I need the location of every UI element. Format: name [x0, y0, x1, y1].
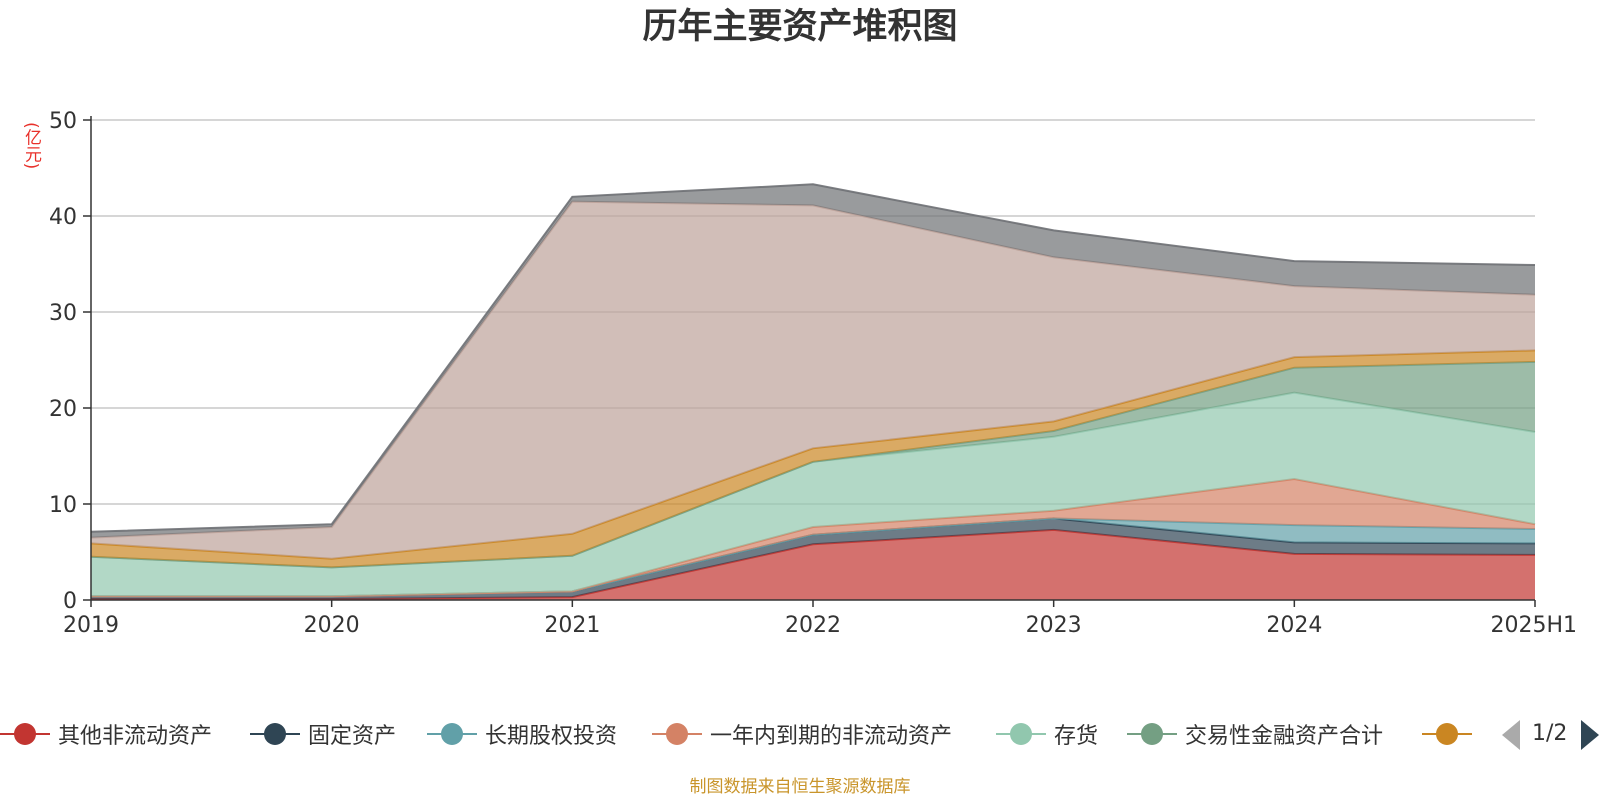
tick-labels: 0 10 20 30 40 50 2019 2020 2021 2022 2023 2024 2025H…	[49, 109, 1577, 638]
stacked-area-chart: 0 10 20 30 40 50 2019 2020 2021 2022 2023 2024 2025H…	[49, 109, 1577, 638]
y-tick-label: 10	[49, 493, 77, 518]
legend-item-1[interactable]: 固定资产	[250, 714, 396, 754]
legend-label: 固定资产	[308, 724, 397, 749]
legend-marker-icon	[1422, 714, 1472, 754]
legend-label: 其他非流动资产	[58, 724, 213, 749]
area-series	[90, 183, 1536, 600]
legend-marker-icon	[1127, 714, 1177, 754]
legend-page-indicator: 1/2	[1532, 721, 1568, 746]
area-series-4[interactable]	[91, 392, 1535, 597]
legend-item-4[interactable]: 存货	[996, 714, 1098, 754]
legend-marker-icon	[427, 714, 477, 754]
x-tick-label: 2023	[1026, 613, 1082, 638]
area-series-edge-8	[90, 183, 1536, 533]
legend-item-6[interactable]	[1422, 714, 1472, 754]
y-axis-unit: (亿元)	[21, 122, 41, 170]
y-tick-label: 20	[49, 397, 77, 422]
y-tick-label: 30	[49, 301, 77, 326]
area-series-0[interactable]	[91, 529, 1535, 600]
y-tick-label: 50	[49, 109, 77, 134]
legend-prev-page-icon[interactable]	[1502, 720, 1520, 750]
area-series-1[interactable]	[91, 518, 1535, 599]
area-series-6[interactable]	[91, 350, 1535, 568]
area-series-7[interactable]	[91, 201, 1535, 559]
chart-title: 历年主要资产堆积图	[642, 7, 958, 47]
x-tick-label: 2024	[1266, 613, 1322, 638]
area-series-5[interactable]	[91, 361, 1535, 568]
legend-marker-icon	[996, 714, 1046, 754]
x-tick-label: 2021	[544, 613, 600, 638]
legend-label: 存货	[1054, 724, 1099, 749]
x-tick-label: 2025H1	[1490, 613, 1577, 638]
y-tick-label: 0	[63, 589, 77, 614]
legend-next-page-icon[interactable]	[1581, 720, 1599, 750]
y-tick-label: 40	[49, 205, 77, 230]
legend: 其他非流动资产 固定资产 长期股权投资 一年内到期的非流动资产 存货 交易性金融资产合计	[0, 714, 1600, 754]
legend-item-2[interactable]: 长期股权投资	[427, 714, 617, 754]
legend-label: 长期股权投资	[485, 724, 618, 749]
legend-label: 一年内到期的非流动资产	[710, 724, 953, 749]
source-note: 制图数据来自恒生聚源数据库	[689, 777, 911, 797]
legend-marker-icon	[0, 714, 50, 754]
x-tick-label: 2020	[304, 613, 360, 638]
legend-item-5[interactable]: 交易性金融资产合计	[1127, 714, 1383, 754]
legend-item-0[interactable]: 其他非流动资产	[0, 714, 212, 754]
axes	[83, 116, 1536, 607]
x-tick-label: 2022	[785, 613, 841, 638]
area-series-3[interactable]	[91, 479, 1535, 597]
legend-marker-icon	[652, 714, 702, 754]
x-tick-label: 2019	[63, 613, 119, 638]
legend-label: 交易性金融资产合计	[1185, 724, 1384, 749]
legend-marker-icon	[250, 714, 300, 754]
legend-item-3[interactable]: 一年内到期的非流动资产	[652, 714, 952, 754]
